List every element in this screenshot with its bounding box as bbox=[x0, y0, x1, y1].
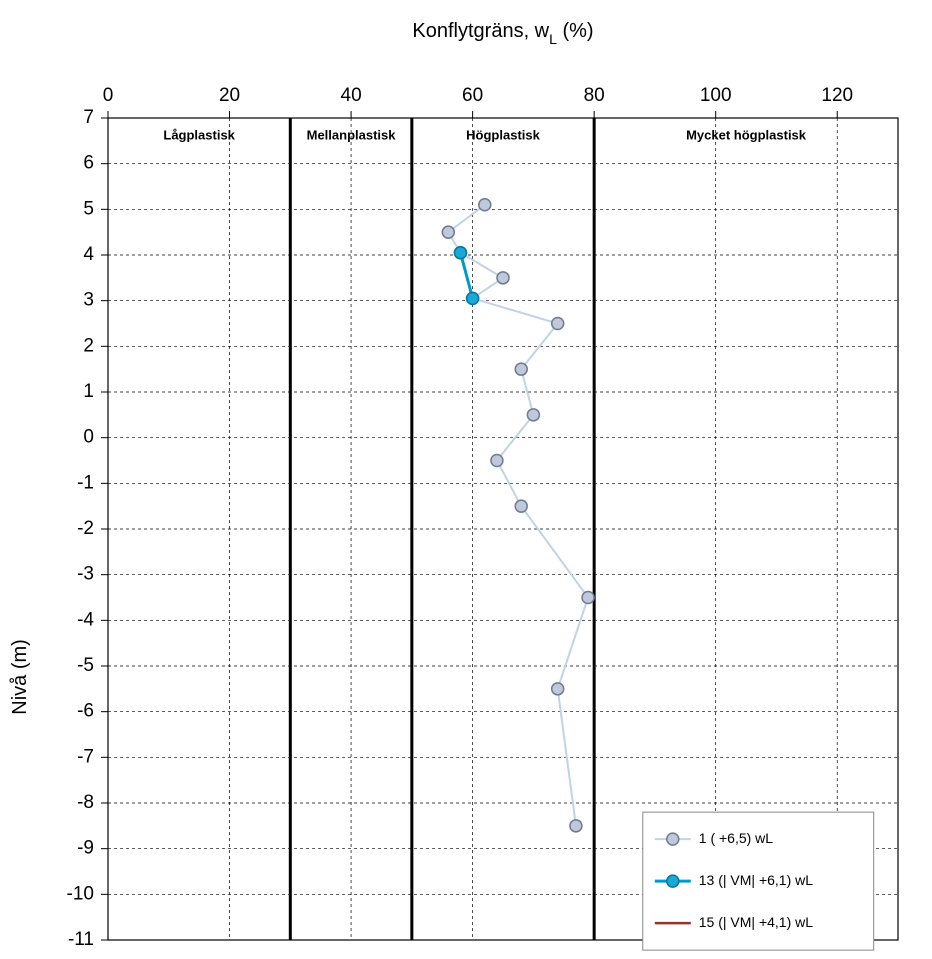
svg-text:5: 5 bbox=[83, 198, 94, 219]
legend-item-label: 15 (| VM| +4,1) wL bbox=[699, 914, 813, 930]
series-marker-0-8 bbox=[491, 455, 503, 467]
region-label: Mellanplastisk bbox=[307, 128, 397, 143]
svg-text:7: 7 bbox=[83, 107, 94, 128]
svg-text:-1: -1 bbox=[77, 472, 94, 493]
region-label: Mycket högplastisk bbox=[686, 128, 807, 143]
region-label: Högplastisk bbox=[466, 128, 540, 143]
svg-text:-10: -10 bbox=[67, 883, 94, 904]
series-marker-0-5 bbox=[552, 318, 564, 330]
svg-text:-9: -9 bbox=[77, 838, 94, 859]
svg-text:-4: -4 bbox=[77, 609, 94, 630]
svg-text:120: 120 bbox=[821, 85, 853, 106]
svg-text:-8: -8 bbox=[77, 792, 94, 813]
legend: 1 ( +6,5) wL 13 (| VM| +6,1) wL 15 (| VM| … bbox=[643, 812, 874, 950]
svg-text:-3: -3 bbox=[77, 564, 94, 585]
series-marker-0-0 bbox=[479, 199, 491, 211]
svg-text:0: 0 bbox=[103, 85, 114, 106]
legend-item-label: 13 (| VM| +6,1) wL bbox=[699, 872, 813, 888]
series-marker-0-11 bbox=[552, 683, 564, 695]
region-label: Lågplastisk bbox=[163, 128, 235, 143]
series-marker-0-3 bbox=[497, 272, 509, 284]
series-marker-1-1 bbox=[467, 292, 479, 304]
series-marker-0-10 bbox=[582, 592, 594, 604]
svg-text:80: 80 bbox=[584, 85, 605, 106]
svg-text:-2: -2 bbox=[77, 518, 94, 539]
svg-text:100: 100 bbox=[700, 85, 732, 106]
svg-text:4: 4 bbox=[83, 244, 94, 265]
svg-text:-6: -6 bbox=[77, 701, 94, 722]
svg-text:0: 0 bbox=[83, 427, 94, 448]
series-marker-0-7 bbox=[527, 409, 539, 421]
chart-svg: 020406080100120-11-10-9-8-7-6-5-4-3-2-10… bbox=[0, 0, 932, 959]
svg-text:20: 20 bbox=[219, 85, 240, 106]
svg-text:40: 40 bbox=[341, 85, 362, 106]
chart-container: 020406080100120-11-10-9-8-7-6-5-4-3-2-10… bbox=[0, 0, 932, 959]
series-marker-1-0 bbox=[454, 247, 466, 259]
svg-text:-7: -7 bbox=[77, 746, 94, 767]
series-marker-0-1 bbox=[442, 226, 454, 238]
series-marker-0-12 bbox=[570, 820, 582, 832]
svg-text:-11: -11 bbox=[68, 929, 94, 950]
series-marker-0-6 bbox=[515, 363, 527, 375]
svg-text:6: 6 bbox=[83, 153, 94, 174]
series-marker-0-9 bbox=[515, 500, 527, 512]
svg-text:-5: -5 bbox=[77, 655, 94, 676]
legend-item-label: 1 ( +6,5) wL bbox=[699, 830, 774, 846]
y-axis-title: Nivå (m) bbox=[9, 639, 31, 715]
svg-text:3: 3 bbox=[83, 290, 94, 311]
svg-text:60: 60 bbox=[462, 85, 483, 106]
x-axis-title: Konflytgräns, wL (%) bbox=[412, 20, 593, 46]
svg-text:1: 1 bbox=[83, 381, 94, 402]
svg-text:2: 2 bbox=[83, 335, 94, 356]
